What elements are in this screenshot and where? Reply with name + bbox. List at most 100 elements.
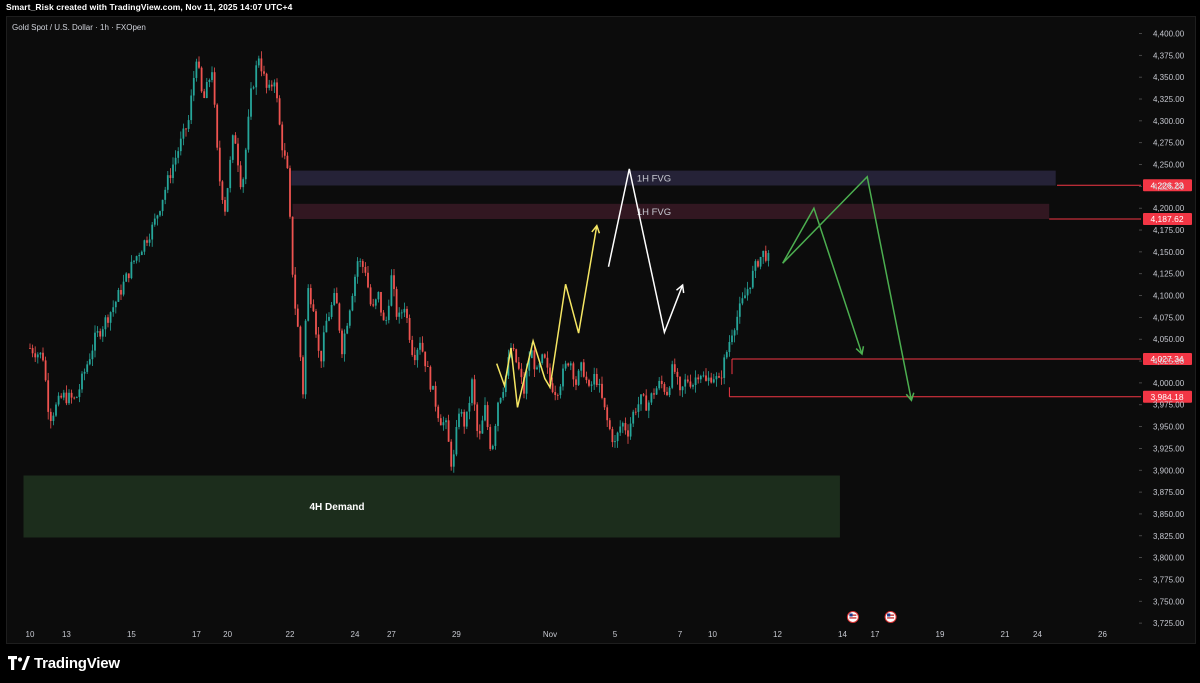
candle-body: [676, 371, 679, 377]
y-tick-label: 3,800.00: [1153, 554, 1185, 563]
candle-body: [393, 275, 395, 290]
candle-body: [133, 260, 135, 262]
candle-body: [590, 384, 593, 386]
candle-body: [634, 411, 637, 413]
candle-body: [117, 290, 120, 302]
zone-fvg-1: [291, 170, 1056, 186]
zone-fvg-2: [292, 203, 1050, 220]
y-tick-label: 4,200.00: [1153, 204, 1185, 213]
candle-body: [286, 155, 289, 169]
candle-body: [671, 364, 674, 388]
projection-path-green: [782, 175, 913, 401]
candle-body: [562, 368, 564, 387]
candle-body: [588, 380, 590, 386]
chart-panel[interactable]: [6, 16, 1196, 644]
y-axis: 4,400.00 4,375.00 4,350.00 4,325.00 4,300.00…: [1139, 30, 1185, 628]
candle-body: [120, 290, 122, 295]
candle-body: [330, 304, 333, 317]
symbol-title[interactable]: Gold Spot / U.S. Dollar · 1h · FXOpen: [12, 23, 146, 32]
candle-body: [697, 377, 700, 380]
candle-body: [723, 357, 726, 378]
y-tick-label: 3,950.00: [1153, 423, 1185, 432]
candle-body: [406, 308, 408, 318]
candle-body: [346, 325, 349, 334]
candle-body: [255, 65, 258, 88]
candle-body: [679, 376, 681, 391]
candle-body: [598, 383, 601, 386]
candle-body: [309, 288, 312, 305]
candle-body: [42, 352, 44, 361]
x-tick-label: 13: [62, 630, 71, 639]
candle-body: [575, 379, 577, 385]
y-tick-label: 4,025.00: [1153, 357, 1185, 366]
candle-body: [512, 347, 515, 350]
footer-brand-text: TradingView: [34, 654, 120, 672]
candle-body: [715, 376, 718, 380]
candle-body: [728, 342, 731, 353]
candle-body: [62, 392, 65, 398]
y-tick-label: 3,850.00: [1153, 510, 1185, 519]
candle-body: [179, 138, 182, 152]
x-tick-label: 21: [1001, 630, 1010, 639]
footer-brand[interactable]: TradingView: [8, 652, 120, 674]
candle-body: [556, 395, 559, 396]
candle-body: [543, 354, 546, 358]
candle-body: [421, 342, 424, 352]
projection-arrowhead: [905, 392, 915, 402]
candle-body: [148, 239, 151, 243]
candle-body: [655, 388, 658, 395]
x-tick-label: Nov: [543, 630, 557, 639]
candle-body: [668, 387, 671, 396]
x-tick-label: 14: [838, 630, 847, 639]
candle-body: [733, 330, 736, 336]
x-tick-label: 12: [773, 630, 782, 639]
candle-body: [614, 441, 616, 443]
candle-body: [182, 128, 185, 139]
candle-body: [208, 79, 211, 82]
candle-body: [689, 381, 692, 387]
candle-body: [486, 405, 489, 428]
y-tick-label: 3,825.00: [1153, 532, 1185, 541]
candle-body: [169, 175, 172, 178]
y-tick-label: 4,125.00: [1153, 270, 1185, 279]
candle-body: [231, 135, 234, 160]
candle-body: [577, 370, 580, 385]
candle-body: [681, 386, 684, 391]
candle-body: [619, 426, 622, 433]
candle-body: [112, 307, 115, 313]
candle-body: [533, 350, 536, 370]
x-tick-label: 24: [351, 630, 360, 639]
candle-body: [359, 261, 362, 262]
candle-body: [205, 81, 208, 99]
candle-body: [263, 71, 265, 74]
x-tick-label: 7: [678, 630, 683, 639]
event-markers: [846, 611, 897, 623]
candle-body: [283, 150, 286, 156]
candle-body: [400, 312, 403, 314]
candle-body: [712, 379, 715, 383]
candle-body: [515, 349, 518, 363]
candle-body: [138, 255, 141, 257]
price-level-badge: [1143, 390, 1192, 403]
candle-body: [525, 370, 528, 394]
candle-body: [692, 384, 694, 387]
candle-body: [52, 415, 55, 421]
candle-body: [445, 420, 447, 423]
candle-body: [307, 288, 310, 321]
price-level-label: 4,027.34: [1150, 354, 1183, 364]
y-tick-label: 4,375.00: [1153, 51, 1185, 60]
candle-body: [101, 329, 104, 337]
candle-body: [595, 373, 598, 386]
candle-body: [257, 58, 260, 66]
projections-layer: [495, 168, 915, 408]
price-level-badge: [1143, 213, 1192, 226]
x-tick-label: 17: [871, 630, 880, 639]
x-tick-label: 10: [26, 630, 35, 639]
flag-stripe: [849, 617, 857, 619]
candle-body: [450, 441, 453, 467]
chart-credit: Smart_Risk created with TradingView.com,…: [6, 2, 293, 12]
candle-body: [159, 211, 161, 216]
candle-body: [377, 291, 380, 300]
x-tick-label: 26: [1098, 630, 1107, 639]
